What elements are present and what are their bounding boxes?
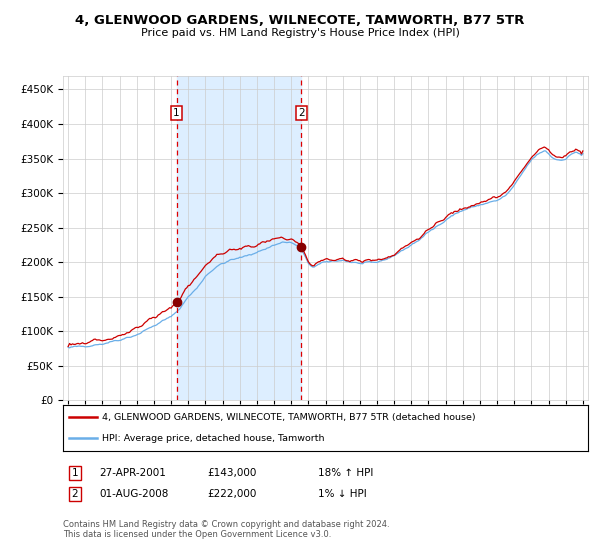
Text: 01-AUG-2008: 01-AUG-2008 [99, 489, 169, 499]
Bar [176, 76, 301, 400]
Text: 2: 2 [71, 489, 79, 499]
Text: 1% ↓ HPI: 1% ↓ HPI [318, 489, 367, 499]
Text: 1: 1 [173, 108, 180, 118]
Text: Price paid vs. HM Land Registry's House Price Index (HPI): Price paid vs. HM Land Registry's House … [140, 28, 460, 38]
Text: Contains HM Land Registry data © Crown copyright and database right 2024.
This d: Contains HM Land Registry data © Crown c… [63, 520, 389, 539]
Text: £143,000: £143,000 [207, 468, 256, 478]
Text: 2: 2 [298, 108, 304, 118]
Text: 4, GLENWOOD GARDENS, WILNECOTE, TAMWORTH, B77 5TR (detached house): 4, GLENWOOD GARDENS, WILNECOTE, TAMWORTH… [103, 413, 476, 422]
Text: £222,000: £222,000 [207, 489, 256, 499]
Text: HPI: Average price, detached house, Tamworth: HPI: Average price, detached house, Tamw… [103, 434, 325, 443]
Text: 1: 1 [71, 468, 79, 478]
Text: 27-APR-2001: 27-APR-2001 [99, 468, 166, 478]
Text: 18% ↑ HPI: 18% ↑ HPI [318, 468, 373, 478]
Text: 4, GLENWOOD GARDENS, WILNECOTE, TAMWORTH, B77 5TR: 4, GLENWOOD GARDENS, WILNECOTE, TAMWORTH… [76, 14, 524, 27]
